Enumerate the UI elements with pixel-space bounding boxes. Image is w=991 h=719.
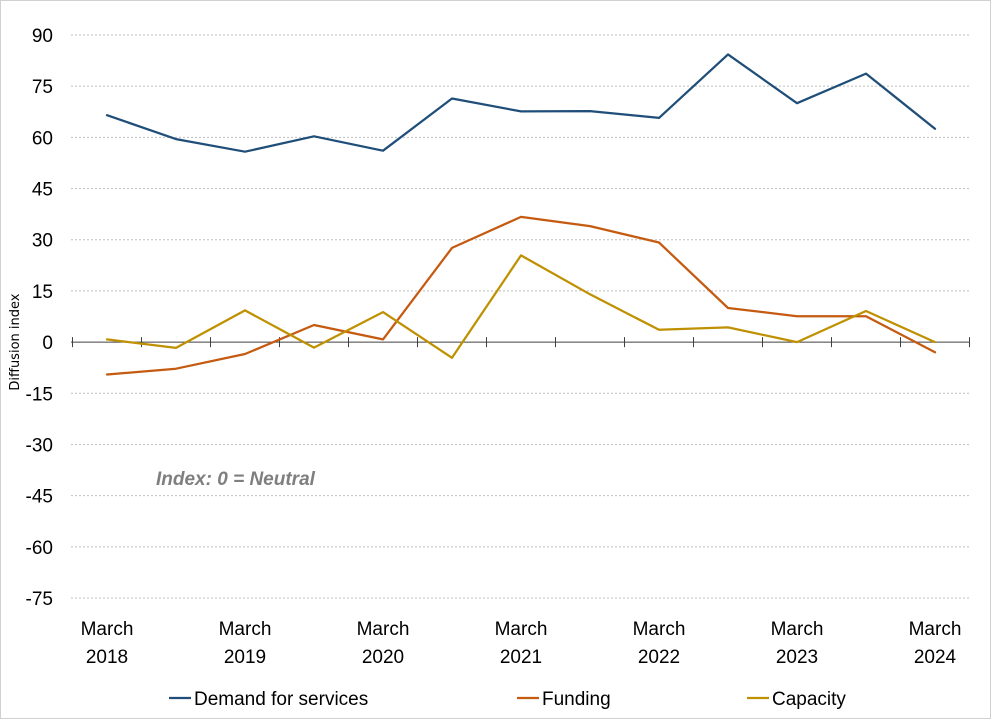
x-tick-label-year: 2022 [638,647,680,668]
legend-label: Demand for services [194,689,368,710]
y-tick-label: -15 [26,384,53,405]
x-tick-label-month: March [81,619,134,640]
y-tick-label: 30 [32,231,53,252]
y-axis-title: Diffusion index [8,293,23,390]
series-line-funding [105,215,937,376]
x-tick-label-month: March [495,619,548,640]
x-tick-label-month: March [357,619,410,640]
y-tick-label: 60 [32,128,53,149]
series-lines [105,53,937,376]
y-tick-label: 90 [32,26,53,47]
x-tick-label-year: 2023 [776,647,818,668]
x-tick-label-month: March [909,619,962,640]
y-tick-label: -45 [26,487,53,508]
x-tick-label-year: 2024 [914,647,957,668]
series-line-capacity [105,254,937,359]
y-tick-label: 75 [32,77,53,98]
y-tick-labels: 90 75 60 45 30 15 0 -15 -30 -45 -60 -75 [26,26,53,610]
y-tick-label: 45 [32,180,53,201]
x-tick-label-year: 2021 [500,647,542,668]
legend-label: Funding [542,689,611,710]
y-tick-label: -60 [26,538,53,559]
x-tick-label-year: 2018 [86,647,128,668]
legend: Demand for services Funding Capacity [169,689,846,710]
x-tick-label-year: 2019 [224,647,266,668]
neutral-annotation: Index: 0 = Neutral [156,469,316,490]
x-tick-labels: March 2018 March 2019 March 2020 March 2021 Marc… [81,619,962,668]
x-tick-label-year: 2020 [362,647,404,668]
y-tick-label: -75 [26,589,53,610]
gridlines [71,34,969,599]
x-axis [71,337,970,348]
x-tick-label-month: March [771,619,824,640]
y-tick-label: 0 [42,333,53,354]
x-tick-label-month: March [633,619,686,640]
y-tick-label: -30 [26,435,53,456]
legend-label: Capacity [772,689,846,710]
x-tick-label-month: March [219,619,272,640]
series-line-demand-for-services [105,53,937,153]
y-tick-label: 15 [32,282,53,303]
